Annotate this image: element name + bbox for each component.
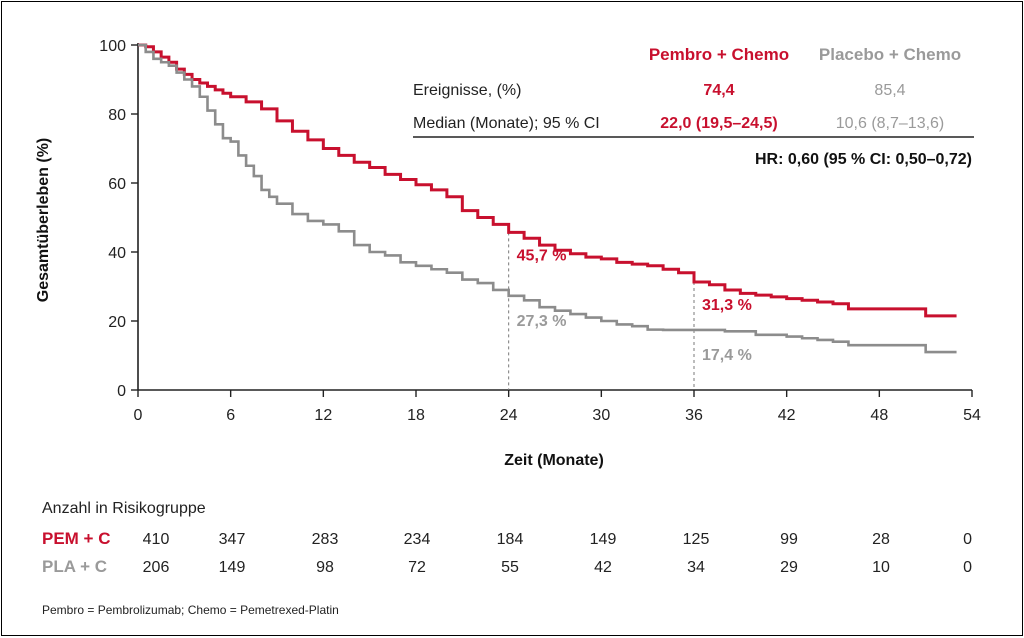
- risk-count-pla: 206: [143, 559, 170, 576]
- y-tick-label: 0: [117, 383, 126, 400]
- footnote: Pembro = Pembrolizumab; Chemo = Pemetrex…: [42, 603, 339, 617]
- x-tick-label: 36: [685, 407, 703, 424]
- risk-count-pla: 34: [687, 559, 705, 576]
- x-tick-label: 6: [226, 407, 235, 424]
- risk-table: Anzahl in Risikogruppe PEM + C PLA + C 4…: [42, 500, 972, 576]
- y-axis-title: Gesamtüberleben (%): [35, 138, 52, 302]
- risk-count-pem: 283: [312, 531, 339, 548]
- y-tick-label: 80: [108, 107, 126, 124]
- stats-median-pla: 10,6 (8,7–13,6): [836, 115, 945, 132]
- risk-count-pem: 347: [219, 531, 246, 548]
- annotation-24-pla: 27,3 %: [517, 313, 567, 330]
- risk-count-pla: 10: [872, 559, 890, 576]
- stats-hazard-ratio: HR: 0,60 (95 % CI: 0,50–0,72): [755, 151, 972, 168]
- risk-label-pla: PLA + C: [42, 557, 107, 576]
- marks: 45,7 % 27,3 % 31,3 % 17,4 %: [138, 43, 957, 390]
- risk-count-pla: 29: [780, 559, 798, 576]
- risk-count-pem: 0: [963, 531, 972, 548]
- axes: 0 20 40 60 80 100 0 6 12 18 24 30 36 42 48 54: [99, 38, 981, 424]
- risk-count-pem: 28: [872, 531, 890, 548]
- stats-header-pem: Pembro + Chemo: [649, 45, 789, 64]
- x-tick-label: 54: [963, 407, 981, 424]
- risk-count-pla: 55: [501, 559, 519, 576]
- annotation-24-pem: 45,7 %: [517, 247, 567, 264]
- x-tick-label: 42: [778, 407, 796, 424]
- y-tick-label: 40: [108, 245, 126, 262]
- risk-count-pla: 149: [219, 559, 246, 576]
- stats-events-pla: 85,4: [874, 82, 905, 99]
- risk-count-pem: 410: [143, 531, 170, 548]
- x-tick-label: 12: [314, 407, 332, 424]
- series-line-pembro-chemo: [138, 43, 957, 318]
- risk-count-pla: 0: [963, 559, 972, 576]
- risk-count-pla: 98: [316, 559, 334, 576]
- risk-row-pla: 206 149 98 72 55 42 34 29 10 0: [143, 559, 972, 576]
- stats-median-pem: 22,0 (19,5–24,5): [660, 115, 777, 132]
- x-tick-label: 0: [134, 407, 143, 424]
- x-axis-title: Zeit (Monate): [504, 452, 604, 469]
- stats-table: Pembro + Chemo Placebo + Chemo Ereigniss…: [413, 45, 974, 168]
- x-tick-label: 18: [407, 407, 425, 424]
- annotation-36-pem: 31,3 %: [702, 297, 752, 314]
- x-tick-label: 30: [592, 407, 610, 424]
- stats-median-label: Median (Monate); 95 % CI: [413, 115, 600, 132]
- x-tick-label: 24: [500, 407, 518, 424]
- series-line-placebo-chemo: [138, 43, 957, 354]
- stats-header-pla: Placebo + Chemo: [819, 45, 961, 64]
- risk-count-pla: 72: [408, 559, 426, 576]
- y-tick-label: 20: [108, 314, 126, 331]
- y-tick-label: 60: [108, 176, 126, 193]
- x-tick-label: 48: [870, 407, 888, 424]
- risk-count-pem: 184: [497, 531, 524, 548]
- stats-events-label: Ereignisse, (%): [413, 82, 521, 99]
- risk-count-pla: 42: [594, 559, 612, 576]
- annotation-36-pla: 17,4 %: [702, 347, 752, 364]
- risk-label-pem: PEM + C: [42, 529, 111, 548]
- risk-count-pem: 149: [590, 531, 617, 548]
- y-tick-label: 100: [99, 38, 126, 55]
- risk-count-pem: 234: [404, 531, 431, 548]
- risk-table-title: Anzahl in Risikogruppe: [42, 500, 206, 517]
- stats-events-pem: 74,4: [703, 82, 734, 99]
- risk-row-pem: 410 347 283 234 184 149 125 99 28 0: [143, 531, 972, 548]
- risk-count-pem: 125: [683, 531, 710, 548]
- risk-count-pem: 99: [780, 531, 798, 548]
